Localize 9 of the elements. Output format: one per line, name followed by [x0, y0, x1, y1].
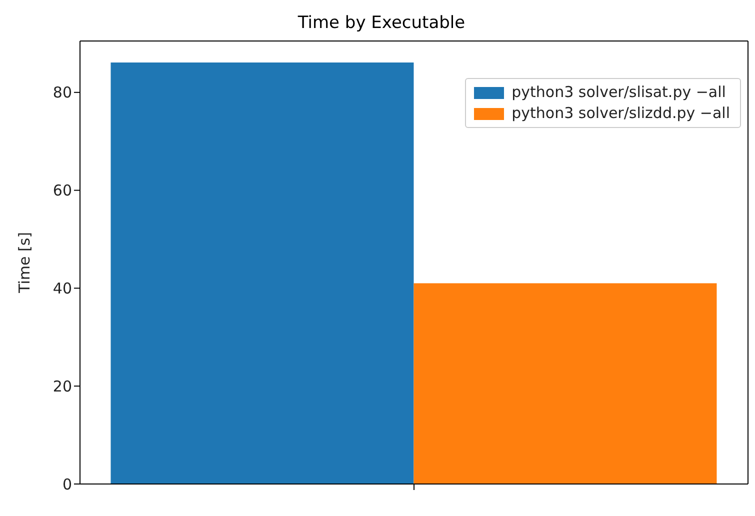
y-tick-label: 0 [62, 475, 72, 494]
y-tick-label: 20 [52, 377, 72, 396]
y-tick-label: 60 [52, 182, 72, 200]
legend-label: python3 solver/slisat.py −all [512, 82, 726, 103]
legend-label: python3 solver/slizdd.py −all [512, 103, 730, 124]
chart-title: Time by Executable [296, 12, 466, 35]
y-axis-title: Time [s] [15, 232, 34, 294]
y-tick-label: 80 [52, 84, 72, 102]
y-tick-label: 40 [52, 280, 72, 298]
